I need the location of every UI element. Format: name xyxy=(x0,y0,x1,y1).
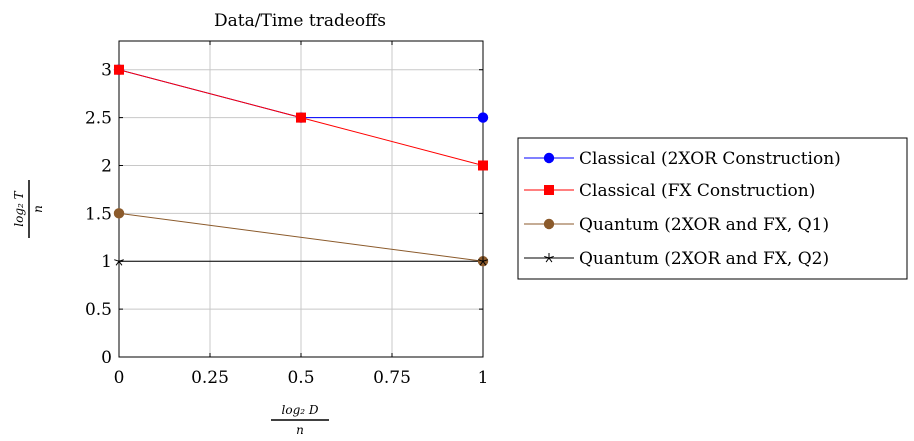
legend-label: Quantum (2XOR and FX, Q1) xyxy=(579,215,829,235)
data-point-series-2 xyxy=(296,112,306,123)
x-tick-label: 0.75 xyxy=(373,368,411,388)
data-point-series-2 xyxy=(478,160,488,171)
data-point-series-2 xyxy=(114,64,124,75)
legend-label: Classical (FX Construction) xyxy=(579,181,815,201)
data-point-series-4 xyxy=(478,256,488,266)
legend-entry-4: Quantum (2XOR and FX, Q2) xyxy=(524,249,829,269)
y-tick-label: 1 xyxy=(101,252,112,272)
x-tick-label: 0.5 xyxy=(287,368,314,388)
legend-marker xyxy=(543,152,555,164)
legend-label: Quantum (2XOR and FX, Q2) xyxy=(579,249,829,269)
y-tick-label: 0 xyxy=(101,348,112,368)
legend-entry-2: Classical (FX Construction) xyxy=(524,181,815,201)
y-axis-label-denominator: n xyxy=(31,205,45,213)
data-point-series-1 xyxy=(477,112,489,123)
y-axis-ticks: 0 0.5 1 1.5 2 2.5 3 xyxy=(85,61,483,368)
x-tick-label: 0 xyxy=(114,368,125,388)
series-markers xyxy=(113,64,489,267)
x-tick-label: 1 xyxy=(478,368,489,388)
grid-lines xyxy=(118,41,484,358)
legend-entry-3: Quantum (2XOR and FX, Q1) xyxy=(524,215,829,235)
data-point-series-3 xyxy=(113,208,125,219)
series-line-3 xyxy=(118,212,484,262)
y-tick-label: 0.5 xyxy=(85,300,112,320)
legend-label: Classical (2XOR Construction) xyxy=(579,149,841,169)
x-axis-label-numerator: log₂ D xyxy=(282,403,319,417)
y-tick-label: 2.5 xyxy=(85,109,112,129)
data-point-series-4 xyxy=(114,256,124,266)
legend: Classical (2XOR Construction) Classical (… xyxy=(517,137,908,280)
y-tick-label: 1.5 xyxy=(85,204,112,224)
x-axis-label-denominator: n xyxy=(296,423,304,437)
legend-marker xyxy=(544,253,554,263)
x-axis-label: log₂ D n xyxy=(271,403,329,437)
legend-entry-1: Classical (2XOR Construction) xyxy=(524,149,841,169)
x-tick-label: 0.25 xyxy=(191,368,229,388)
y-tick-label: 3 xyxy=(101,61,112,81)
y-axis-label: log₂ T n xyxy=(12,180,45,238)
x-axis-ticks: 0 0.25 0.5 0.75 1 xyxy=(114,41,489,388)
y-axis-label-numerator: log₂ T xyxy=(12,190,26,226)
y-tick-label: 2 xyxy=(101,156,112,176)
chart-title: Data/Time tradeoffs xyxy=(214,11,386,31)
legend-box xyxy=(517,137,908,280)
legend-marker xyxy=(543,218,555,230)
legend-marker xyxy=(544,185,554,195)
